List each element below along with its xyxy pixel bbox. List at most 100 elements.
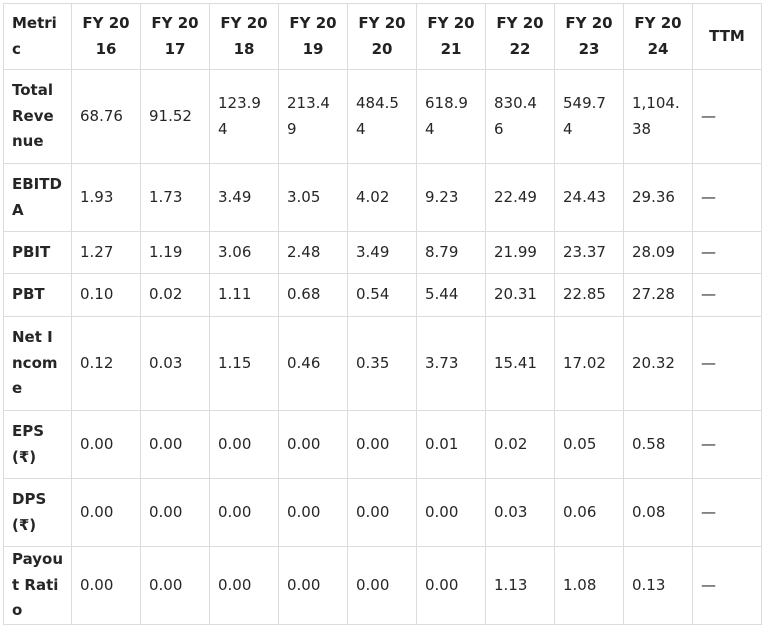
table-cell: — xyxy=(692,316,762,411)
table-cell: 0.03 xyxy=(485,478,555,547)
table-cell: 0.00 xyxy=(209,478,279,547)
table-cell: 0.00 xyxy=(278,478,348,547)
table-cell: 22.85 xyxy=(554,273,624,317)
table-cell: 0.12 xyxy=(71,316,141,411)
table-cell: 24.43 xyxy=(554,163,624,232)
table-cell: 4.02 xyxy=(347,163,417,232)
table-cell: 0.58 xyxy=(623,410,693,479)
table-cell: 0.08 xyxy=(623,478,693,547)
table-cell: 0.00 xyxy=(278,546,348,625)
table-cell: 0.00 xyxy=(416,546,486,625)
table-cell: — xyxy=(692,546,762,625)
metric-label: PBIT xyxy=(3,231,72,274)
table-body: Total Revenue 68.76 91.52 123.94 213.49 484.5… xyxy=(3,69,762,625)
financial-table: Metric FY 2016 FY 2017 FY 2018 FY 2019 FY 202… xyxy=(3,3,762,625)
table-cell: 123.94 xyxy=(209,69,279,164)
table-cell: 2.48 xyxy=(278,231,348,274)
metric-label: EBITDA xyxy=(3,163,72,232)
table-cell: 1.08 xyxy=(554,546,624,625)
table-cell: 0.03 xyxy=(140,316,210,411)
table-cell: 1.27 xyxy=(71,231,141,274)
table-cell: 484.54 xyxy=(347,69,417,164)
table-cell: 0.00 xyxy=(140,478,210,547)
table-cell: 0.00 xyxy=(278,410,348,479)
table-cell: 0.00 xyxy=(209,410,279,479)
column-header-fy-2018: FY 2018 xyxy=(209,3,279,70)
financial-table-container: Metric FY 2016 FY 2017 FY 2018 FY 2019 FY 202… xyxy=(3,3,762,625)
table-row: DPS (₹) 0.00 0.00 0.00 0.00 0.00 0.00 0.03 0.06 0… xyxy=(3,478,762,547)
column-header-fy-2016: FY 2016 xyxy=(71,3,141,70)
table-cell: 0.46 xyxy=(278,316,348,411)
table-cell: 68.76 xyxy=(71,69,141,164)
table-cell: — xyxy=(692,410,762,479)
table-cell: 23.37 xyxy=(554,231,624,274)
table-cell: 0.00 xyxy=(71,478,141,547)
table-cell: 3.05 xyxy=(278,163,348,232)
table-cell: 1.19 xyxy=(140,231,210,274)
metric-label: EPS (₹) xyxy=(3,410,72,479)
table-row: Net Income 0.12 0.03 1.15 0.46 0.35 3.73 15.41 1… xyxy=(3,316,762,411)
table-cell: 0.54 xyxy=(347,273,417,317)
table-cell: — xyxy=(692,231,762,274)
table-cell: 27.28 xyxy=(623,273,693,317)
table-cell: 830.46 xyxy=(485,69,555,164)
table-cell: 0.05 xyxy=(554,410,624,479)
metric-label: Net Income xyxy=(3,316,72,411)
table-cell: 1.93 xyxy=(71,163,141,232)
table-cell: 20.32 xyxy=(623,316,693,411)
table-cell: 0.00 xyxy=(416,478,486,547)
table-cell: — xyxy=(692,163,762,232)
column-header-fy-2021: FY 2021 xyxy=(416,3,486,70)
table-cell: 0.00 xyxy=(209,546,279,625)
table-row: PBIT 1.27 1.19 3.06 2.48 3.49 8.79 21.99 23.37 28… xyxy=(3,231,762,274)
table-cell: 618.94 xyxy=(416,69,486,164)
table-cell: 0.00 xyxy=(140,546,210,625)
column-header-fy-2020: FY 2020 xyxy=(347,3,417,70)
table-cell: 9.23 xyxy=(416,163,486,232)
table-cell: 3.49 xyxy=(209,163,279,232)
table-cell: 0.06 xyxy=(554,478,624,547)
table-cell: 8.79 xyxy=(416,231,486,274)
table-cell: 0.35 xyxy=(347,316,417,411)
table-cell: 5.44 xyxy=(416,273,486,317)
column-header-fy-2017: FY 2017 xyxy=(140,3,210,70)
column-header-fy-2024: FY 2024 xyxy=(623,3,693,70)
table-row: Payout Ratio 0.00 0.00 0.00 0.00 0.00 0.00 1.13… xyxy=(3,546,762,625)
table-cell: 1.11 xyxy=(209,273,279,317)
metric-label: Payout Ratio xyxy=(3,546,72,625)
metric-label: PBT xyxy=(3,273,72,317)
table-cell: 0.00 xyxy=(71,410,141,479)
table-cell: 213.49 xyxy=(278,69,348,164)
table-cell: 91.52 xyxy=(140,69,210,164)
table-cell: 3.73 xyxy=(416,316,486,411)
table-row: EPS (₹) 0.00 0.00 0.00 0.00 0.00 0.01 0.02 0.05 0… xyxy=(3,410,762,479)
metric-label: DPS (₹) xyxy=(3,478,72,547)
column-header-fy-2023: FY 2023 xyxy=(554,3,624,70)
table-row: EBITDA 1.93 1.73 3.49 3.05 4.02 9.23 22.49 24.43… xyxy=(3,163,762,232)
table-header-row: Metric FY 2016 FY 2017 FY 2018 FY 2019 FY 202… xyxy=(3,3,762,70)
table-row: PBT 0.10 0.02 1.11 0.68 0.54 5.44 20.31 22.85 27.… xyxy=(3,273,762,317)
table-cell: 21.99 xyxy=(485,231,555,274)
table-cell: 0.00 xyxy=(140,410,210,479)
table-cell: 17.02 xyxy=(554,316,624,411)
table-cell: 0.00 xyxy=(347,410,417,479)
column-header-fy-2019: FY 2019 xyxy=(278,3,348,70)
table-cell: 0.02 xyxy=(140,273,210,317)
table-row: Total Revenue 68.76 91.52 123.94 213.49 484.5… xyxy=(3,69,762,164)
column-header-fy-2022: FY 2022 xyxy=(485,3,555,70)
table-cell: 20.31 xyxy=(485,273,555,317)
table-cell: 0.02 xyxy=(485,410,555,479)
table-cell: 1.13 xyxy=(485,546,555,625)
table-cell: 1,104.38 xyxy=(623,69,693,164)
table-cell: — xyxy=(692,69,762,164)
column-header-ttm: TTM xyxy=(692,3,762,70)
table-cell: 0.68 xyxy=(278,273,348,317)
table-cell: 28.09 xyxy=(623,231,693,274)
table-cell: 1.73 xyxy=(140,163,210,232)
table-cell: 549.74 xyxy=(554,69,624,164)
table-cell: 0.00 xyxy=(71,546,141,625)
metric-label: Total Revenue xyxy=(3,69,72,164)
table-cell: 0.01 xyxy=(416,410,486,479)
table-cell: 1.15 xyxy=(209,316,279,411)
table-cell: — xyxy=(692,478,762,547)
